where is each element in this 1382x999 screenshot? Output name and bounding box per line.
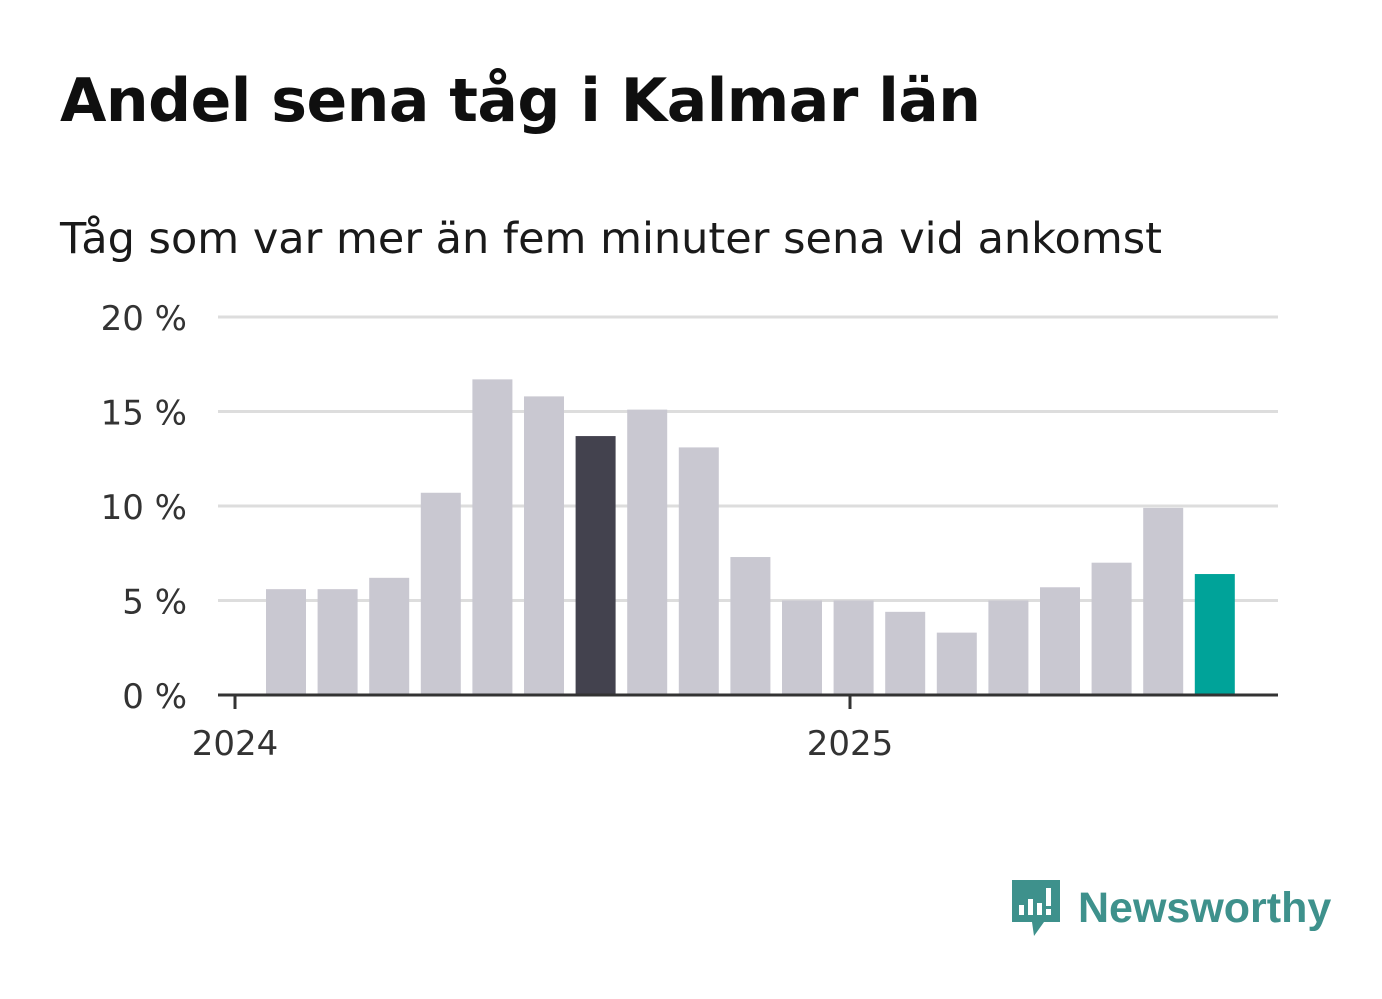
newsworthy-logo-icon xyxy=(1012,880,1060,936)
bar-chart: 0 % 5 % 10 % 15 % 20 % 2024 2025 xyxy=(101,299,1278,764)
bar xyxy=(730,557,771,695)
bar xyxy=(1040,587,1080,695)
bar xyxy=(988,600,1029,695)
bar xyxy=(936,632,977,695)
x-tick-label: 2025 xyxy=(807,724,894,764)
bar xyxy=(1194,574,1235,695)
bar xyxy=(317,589,358,695)
bar xyxy=(472,379,513,695)
brand-name: Newsworthy xyxy=(1078,883,1332,932)
y-tick-label: 0 % xyxy=(122,677,187,717)
y-tick-label: 15 % xyxy=(101,394,187,434)
bar xyxy=(420,492,461,695)
y-tick-label: 10 % xyxy=(101,488,187,528)
bar xyxy=(885,611,926,695)
bar xyxy=(1143,507,1184,695)
x-tick-label: 2024 xyxy=(192,724,279,764)
bar xyxy=(833,600,874,695)
y-tick-label: 20 % xyxy=(101,299,187,339)
x-axis xyxy=(218,693,1278,709)
chart-title: Andel sena tåg i Kalmar län xyxy=(60,66,981,136)
bar xyxy=(369,577,410,695)
bar xyxy=(782,600,822,695)
bars xyxy=(266,379,1235,695)
chart-subtitle: Tåg som var mer än fem minuter sena vid … xyxy=(60,214,1163,264)
bar xyxy=(627,409,668,695)
bar xyxy=(1091,562,1132,695)
bar xyxy=(678,447,719,695)
y-tick-label: 5 % xyxy=(122,583,187,623)
bar xyxy=(575,436,616,695)
tick-labels: 0 % 5 % 10 % 15 % 20 % 2024 2025 xyxy=(101,299,894,764)
bar xyxy=(524,396,564,695)
newsworthy-brand: Newsworthy xyxy=(1010,878,1331,938)
bar xyxy=(266,589,306,695)
